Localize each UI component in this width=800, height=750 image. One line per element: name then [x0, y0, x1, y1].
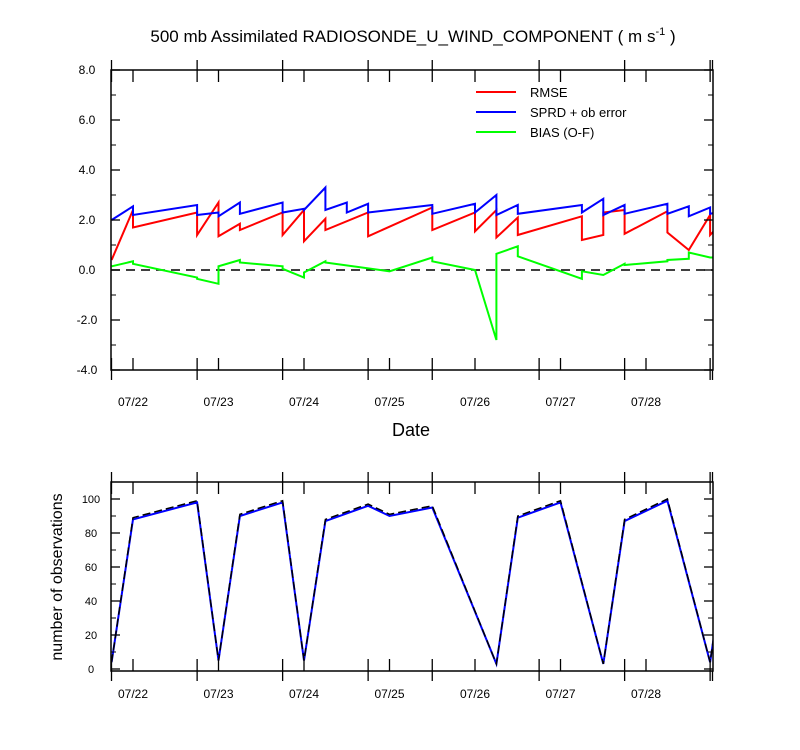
- x-tick-label: 07/27: [545, 687, 575, 701]
- y-axis-label-observations: number of observations: [49, 493, 66, 660]
- bottom-chart: 0 20 40 60 80 100 07/22 07/23 07/24 07/25 07/26 07/…: [82, 472, 714, 701]
- x-tick-label: 07/27: [545, 395, 575, 409]
- x-tick-label: 07/25: [374, 395, 404, 409]
- x-tick-label: 07/22: [118, 395, 148, 409]
- y-tick-label: 60: [85, 562, 97, 574]
- x-tick-label: 07/24: [289, 395, 319, 409]
- series-line-rmse: [111, 199, 713, 261]
- x-tick-label: 07/26: [460, 687, 490, 701]
- x-tick-label: 07/26: [460, 395, 490, 409]
- y-tick-label: 0: [88, 664, 94, 676]
- obs-line-observations-used: [111, 499, 713, 668]
- y-tick-label: 80: [85, 528, 97, 540]
- series-group: [111, 184, 713, 341]
- series-line-sprd-ob-error: [111, 184, 713, 221]
- legend-label: RMSE: [530, 85, 568, 100]
- x-tick-label: 07/24: [289, 687, 319, 701]
- x-axis-label: Date: [392, 420, 430, 440]
- y-tick-label: 20: [85, 630, 97, 642]
- x-tick-label: 07/23: [203, 687, 233, 701]
- y-tick-label: -4.0: [77, 363, 98, 377]
- y-tick-label: -2.0: [77, 313, 98, 327]
- y-tick-label: 40: [85, 596, 97, 608]
- y-tick-label: 100: [82, 494, 100, 506]
- x-tick-label: 07/25: [374, 687, 404, 701]
- obs-series-group: [111, 497, 713, 668]
- x-tick-label: 07/28: [631, 687, 661, 701]
- y-tick-label: 0.0: [79, 263, 96, 277]
- legend-label: SPRD + ob error: [530, 105, 627, 120]
- series-line-bias-o-f: [111, 244, 713, 341]
- y-tick-label: 6.0: [79, 113, 96, 127]
- x-tick-label: 07/23: [203, 395, 233, 409]
- y-tick-label: 2.0: [79, 213, 96, 227]
- plot-frame-bottom: [110, 481, 714, 672]
- legend-label: BIAS (O-F): [530, 125, 594, 140]
- y-tick-label: 4.0: [79, 163, 96, 177]
- chart-title: 500 mb Assimilated RADIOSONDE_U_WIND_COM…: [150, 26, 675, 46]
- obs-line-observations-total: [111, 497, 713, 667]
- top-chart: -4.0 -2.0 0.0 2.0 4.0 6.0 8.0 07/22 07/23 07/24 07…: [77, 60, 714, 409]
- x-tick-label: 07/22: [118, 687, 148, 701]
- y-tick-label: 8.0: [79, 63, 96, 77]
- x-tick-label: 07/28: [631, 395, 661, 409]
